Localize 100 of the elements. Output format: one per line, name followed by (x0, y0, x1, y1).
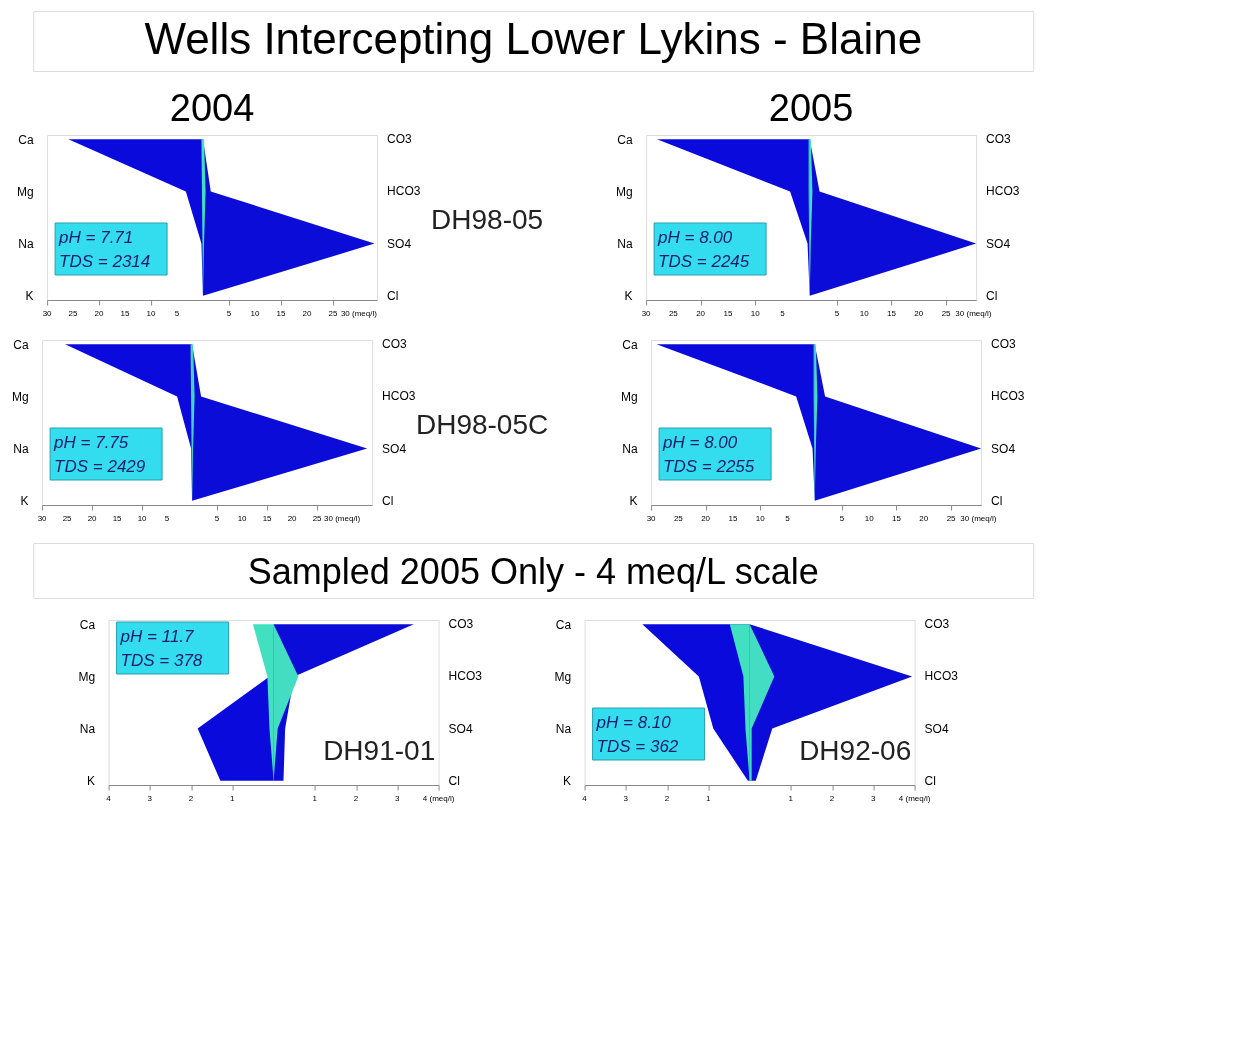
y-tick-label: K (563, 774, 572, 789)
y-tick-label: Ca (79, 617, 96, 632)
chart-title: 2005 (768, 87, 854, 130)
x-tick-label: 3 (871, 794, 877, 803)
y2-tick-label: Cl (387, 288, 399, 303)
x-tick-label: 15 (892, 514, 902, 523)
x-tick-label: 5 (214, 514, 220, 523)
x-tick-label: 20 (87, 514, 98, 523)
y-tick-label: K (20, 494, 29, 509)
y2-tick-label: Cl (924, 773, 936, 788)
y-tick-label: Mg (16, 184, 34, 199)
x-tick-label: 10 (250, 309, 260, 318)
x-tick-label: 30 (42, 309, 53, 318)
x-tick-label: 5 (164, 514, 170, 523)
x-tick-label: 20 (701, 514, 711, 523)
x-tick-label: 30 (meq/l) (955, 309, 992, 318)
x-tick-label: 2 (664, 794, 670, 803)
x-tick-label: 15 (120, 309, 131, 318)
x-tick-label: 30 (meq/l) (340, 309, 378, 318)
x-tick-label: 3 (623, 794, 629, 803)
x-tick-label: 15 (262, 514, 273, 523)
y-tick-label: Mg (620, 389, 638, 404)
x-tick-label: 10 (750, 309, 761, 318)
x-tick-label: 25 (946, 514, 957, 523)
x-tick-label: 25 (941, 309, 952, 318)
x-tick-label: 5 (226, 309, 232, 318)
x-tick-label: 25 (68, 309, 79, 318)
y2-tick-label: HCO3 (448, 669, 483, 684)
x-tick-label: 20 (696, 309, 706, 318)
text: DH98-05 (431, 203, 544, 235)
x-tick-label: 30 (646, 514, 657, 523)
y2-tick-label: Cl (382, 493, 394, 508)
y-tick-label: K (25, 289, 34, 304)
y-tick-label: Mg (554, 669, 572, 684)
y2-tick-label: HCO3 (387, 184, 421, 199)
y2-tick-label: SO4 (991, 441, 1016, 456)
annotation: TDS = 362 (596, 737, 679, 756)
x-tick-label: 30 (meq/l) (960, 514, 997, 523)
text: Sampled 2005 Only - 4 meq/L scale (247, 551, 819, 592)
y-tick-label: Na (13, 442, 29, 457)
x-tick-label: 25 (312, 514, 323, 523)
annotation: TDS = 378 (120, 651, 203, 670)
x-tick-label: 10 (755, 514, 766, 523)
y2-tick-label: Cl (986, 288, 998, 303)
x-tick-label: 15 (728, 514, 738, 523)
y-tick-label: Mg (615, 184, 633, 199)
x-tick-label: 4 (106, 794, 112, 803)
x-tick-label: 5 (785, 514, 791, 523)
annotation: DH91-01 (323, 735, 436, 766)
annotation: TDS = 2429 (54, 457, 146, 476)
text: Wells Intercepting Lower Lykins - Blaine (144, 14, 923, 63)
x-tick-label: 10 (237, 514, 248, 523)
x-tick-label: 3 (395, 794, 401, 803)
x-tick-label: 25 (668, 309, 679, 318)
x-tick-label: 4 (meq/l) (422, 794, 455, 803)
x-tick-label: 1 (706, 794, 712, 803)
x-tick-label: 15 (276, 309, 286, 318)
y-tick-label: Na (617, 237, 633, 252)
x-tick-label: 1 (312, 794, 318, 803)
x-tick-label: 2 (353, 794, 359, 803)
x-tick-label: 30 (37, 514, 48, 523)
y-tick-label: Na (555, 722, 572, 737)
x-tick-label: 5 (839, 514, 845, 523)
x-tick-label: 15 (887, 309, 897, 318)
x-tick-label: 4 (meq/l) (898, 794, 931, 803)
y-tick-label: Ca (555, 617, 572, 632)
y2-tick-label: HCO3 (986, 184, 1020, 199)
y-tick-label: Na (79, 722, 96, 737)
y-tick-label: K (629, 494, 638, 509)
y2-tick-label: SO4 (448, 721, 473, 736)
x-tick-label: 3 (147, 794, 153, 803)
y2-tick-label: Cl (991, 493, 1003, 508)
x-tick-label: 10 (864, 514, 875, 523)
y2-tick-label: CO3 (382, 337, 408, 352)
chart-title: 2004 (169, 87, 255, 130)
y-tick-label: Mg (11, 389, 29, 404)
x-tick-label: 15 (112, 514, 123, 523)
annotation: TDS = 2245 (658, 252, 750, 271)
annotation: pH = 7.71 (58, 228, 134, 247)
y2-tick-label: CO3 (991, 337, 1017, 352)
x-tick-label: 25 (673, 514, 684, 523)
y2-tick-label: SO4 (382, 441, 407, 456)
annotation: DH92-06 (799, 735, 912, 766)
y-tick-label: Ca (18, 132, 34, 147)
x-tick-label: 20 (914, 309, 924, 318)
y2-tick-label: HCO3 (991, 389, 1025, 404)
x-tick-label: 20 (94, 309, 105, 318)
x-tick-label: 2 (829, 794, 835, 803)
y-tick-label: Na (18, 237, 34, 252)
x-tick-label: 20 (302, 309, 312, 318)
y2-tick-label: HCO3 (382, 389, 416, 404)
y-tick-label: K (624, 289, 633, 304)
y-tick-label: Ca (617, 132, 633, 147)
x-tick-label: 2 (188, 794, 194, 803)
y-tick-label: Ca (13, 337, 29, 352)
annotation: pH = 8.10 (595, 713, 672, 732)
x-tick-label: 4 (582, 794, 588, 803)
annotation: pH = 8.00 (662, 433, 738, 452)
text: DH98-05C (415, 408, 549, 440)
x-tick-label: 1 (230, 794, 236, 803)
